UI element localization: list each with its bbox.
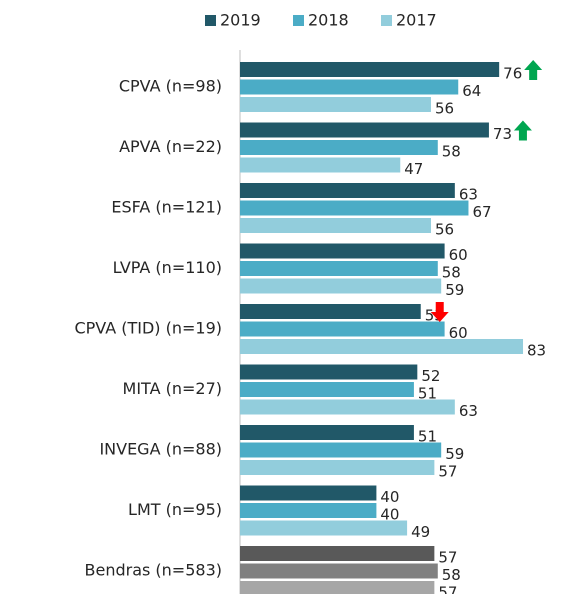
value-label: 59	[445, 445, 464, 463]
bar	[240, 183, 455, 198]
bar	[240, 304, 421, 319]
value-label: 51	[418, 385, 437, 403]
bar	[240, 563, 438, 579]
value-label: 73	[493, 125, 512, 143]
value-label: 49	[411, 523, 430, 541]
value-label: 60	[449, 246, 468, 264]
bar	[240, 485, 377, 501]
category-label: INVEGA (n=88)	[99, 440, 222, 459]
bar	[240, 97, 431, 112]
bar	[240, 339, 524, 354]
legend-label: 2019	[220, 11, 261, 30]
category-label: ESFA (n=121)	[111, 198, 222, 217]
bar	[240, 79, 459, 95]
value-label: 51	[418, 428, 437, 446]
legend-swatch	[205, 15, 216, 26]
value-label: 59	[445, 281, 464, 299]
legend-label: 2018	[308, 11, 349, 30]
bar	[240, 364, 418, 380]
category-label: APVA (n=22)	[119, 137, 222, 156]
bar	[240, 278, 442, 294]
value-label: 57	[438, 584, 457, 594]
category-label: LVPA (n=110)	[113, 258, 222, 277]
bar	[240, 520, 408, 536]
bar	[240, 243, 445, 259]
value-label: 52	[421, 367, 440, 385]
bar	[240, 157, 401, 173]
category-label: LMT (n=95)	[128, 500, 222, 519]
value-label: 58	[442, 566, 461, 584]
bar	[240, 442, 442, 458]
bar	[240, 546, 435, 561]
bar	[240, 218, 431, 233]
bar	[240, 140, 438, 155]
value-label: 58	[442, 264, 461, 282]
value-label: 57	[438, 463, 457, 481]
category-label: CPVA (n=98)	[119, 77, 222, 96]
bar	[240, 62, 500, 77]
trend-arrow	[430, 302, 449, 322]
bar	[240, 425, 414, 440]
legend-swatch	[381, 15, 392, 26]
bar	[240, 321, 445, 337]
value-label: 63	[459, 402, 478, 420]
category-label: CPVA (TID) (n=19)	[74, 319, 222, 338]
value-label: 56	[435, 221, 454, 239]
value-label: 60	[449, 324, 468, 342]
bar	[240, 122, 489, 138]
value-label: 40	[380, 488, 399, 506]
value-label: 57	[438, 549, 457, 567]
value-label: 47	[404, 160, 423, 178]
bar	[240, 200, 469, 216]
category-label: Bendras (n=583)	[85, 561, 223, 580]
value-label: 40	[380, 506, 399, 524]
bar	[240, 503, 377, 518]
value-label: 83	[527, 342, 546, 360]
bar	[240, 261, 438, 276]
bar	[240, 399, 455, 415]
bar	[240, 460, 435, 475]
value-label: 67	[472, 203, 491, 221]
legend-swatch	[293, 15, 304, 26]
value-label: 64	[462, 82, 481, 100]
value-label: 56	[435, 100, 454, 118]
category-label: MITA (n=27)	[123, 379, 222, 398]
value-label: 76	[503, 65, 522, 83]
trend-arrow	[513, 120, 532, 141]
value-label: 63	[459, 186, 478, 204]
value-label: 58	[442, 143, 461, 161]
legend-label: 2017	[396, 11, 437, 30]
trend-arrow	[524, 60, 543, 80]
bar	[240, 382, 414, 397]
bar	[240, 581, 435, 594]
